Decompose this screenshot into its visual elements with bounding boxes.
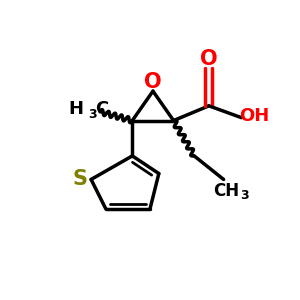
Text: O: O — [144, 72, 162, 92]
Text: O: O — [200, 49, 218, 69]
Text: OH: OH — [239, 107, 270, 125]
Text: H: H — [69, 100, 84, 118]
Text: CH: CH — [213, 182, 239, 200]
Text: C: C — [95, 100, 109, 118]
Text: 3: 3 — [241, 189, 249, 202]
Text: S: S — [72, 169, 87, 189]
Text: 3: 3 — [88, 108, 97, 121]
